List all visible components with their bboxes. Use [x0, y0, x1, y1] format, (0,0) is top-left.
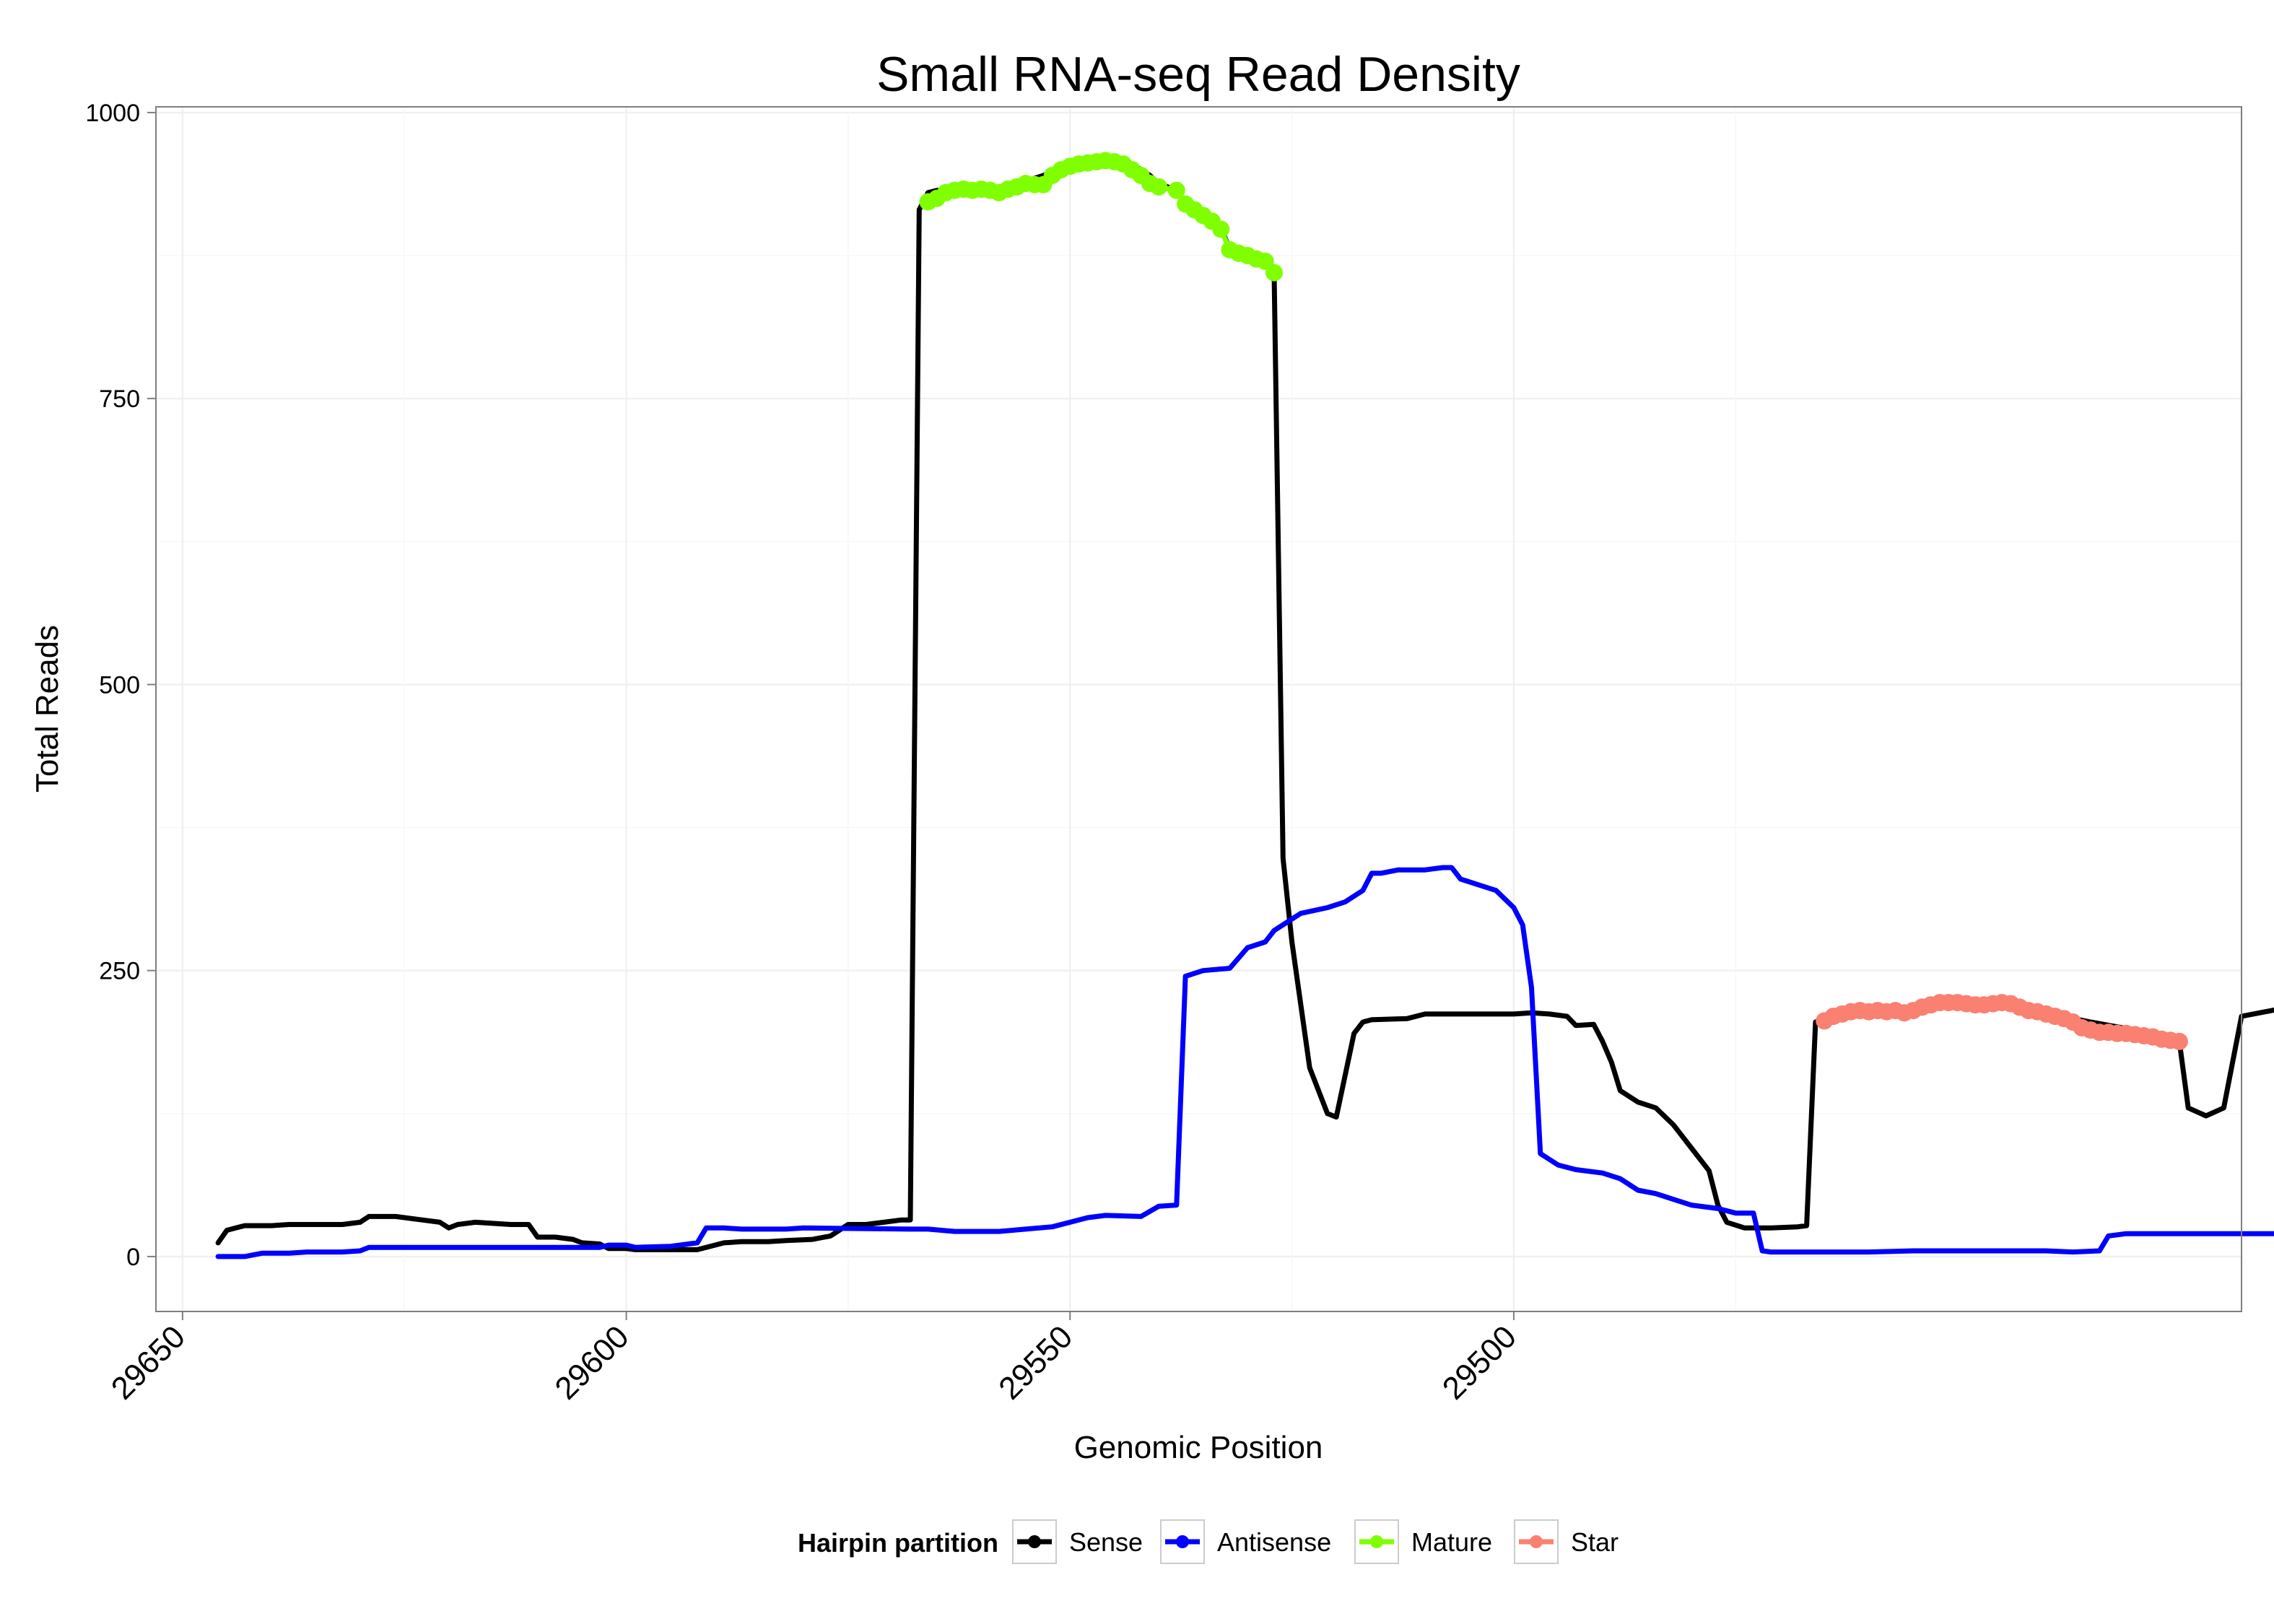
legend-item-antisense: Antisense	[1160, 1519, 1331, 1564]
chart-title: Small RNA-seq Read Density	[876, 47, 1520, 102]
legend-item-sense: Sense	[1012, 1519, 1143, 1564]
y-tick-label: 250	[99, 958, 140, 985]
x-axis-title: Genomic Position	[1074, 1430, 1323, 1465]
legend-item-star: Star	[1514, 1519, 1619, 1564]
legend: Hairpin partition Sense Antisense Mature St…	[798, 1519, 1619, 1564]
legend-key-point	[1530, 1535, 1543, 1548]
plot-panel	[156, 107, 2242, 1311]
legend-label: Mature	[1411, 1527, 1492, 1557]
y-tick-label: 500	[99, 671, 140, 699]
y-axis-title: Total Reads	[30, 625, 65, 793]
y-tick-label: 750	[99, 385, 140, 413]
data-point-mature	[1167, 181, 1185, 199]
legend-label: Sense	[1069, 1527, 1143, 1557]
series-line-sense	[215, 158, 2274, 1252]
legend-key-point	[1028, 1535, 1041, 1548]
y-axis: 0 250 500 750 1000	[85, 100, 156, 1271]
plot-border	[155, 106, 2242, 1312]
legend-key-point	[1176, 1535, 1189, 1548]
y-tick-label: 0	[126, 1244, 140, 1271]
data-point-mature	[1212, 220, 1230, 238]
data-point-star	[2170, 1032, 2188, 1050]
legend-items: Sense Antisense Mature Star	[1012, 1519, 1619, 1564]
data-point-mature	[1265, 263, 1283, 281]
legend-label: Antisense	[1217, 1527, 1331, 1557]
legend-label: Star	[1571, 1527, 1619, 1557]
series-layer	[215, 152, 2274, 1260]
y-tick-label: 1000	[85, 100, 140, 127]
series-line-antisense	[215, 865, 2274, 1260]
legend-title: Hairpin partition	[798, 1528, 998, 1558]
legend-item-mature: Mature	[1354, 1519, 1492, 1564]
legend-key-point	[1370, 1535, 1383, 1548]
data-point-mature	[1150, 178, 1168, 196]
